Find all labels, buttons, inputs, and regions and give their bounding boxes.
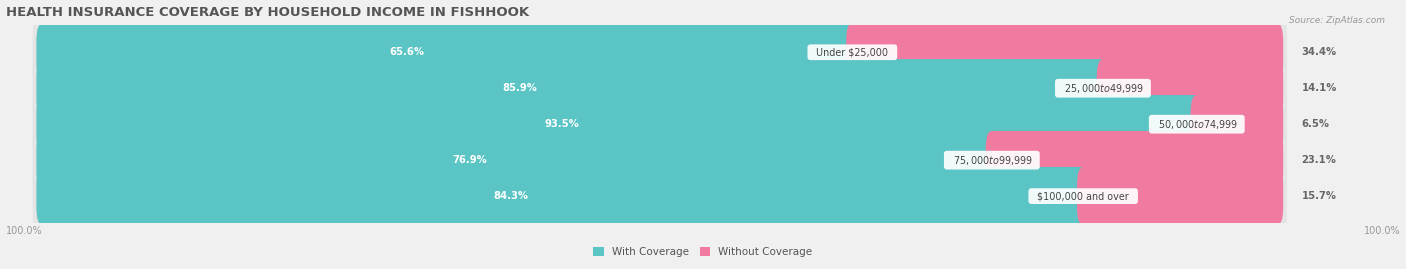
Text: 15.7%: 15.7% (1302, 191, 1337, 201)
Text: $75,000 to $99,999: $75,000 to $99,999 (946, 154, 1036, 167)
Text: 100.0%: 100.0% (1364, 226, 1400, 236)
Text: 65.6%: 65.6% (389, 47, 425, 57)
Text: 34.4%: 34.4% (1302, 47, 1337, 57)
Text: Source: ZipAtlas.com: Source: ZipAtlas.com (1289, 16, 1385, 25)
FancyBboxPatch shape (1077, 167, 1284, 225)
Text: 14.1%: 14.1% (1302, 83, 1337, 93)
FancyBboxPatch shape (32, 76, 1286, 172)
Text: 76.9%: 76.9% (453, 155, 486, 165)
Text: 85.9%: 85.9% (502, 83, 537, 93)
Legend: With Coverage, Without Coverage: With Coverage, Without Coverage (589, 243, 817, 261)
Text: $25,000 to $49,999: $25,000 to $49,999 (1057, 82, 1147, 95)
FancyBboxPatch shape (1191, 95, 1284, 153)
FancyBboxPatch shape (32, 5, 1286, 100)
FancyBboxPatch shape (37, 95, 1204, 153)
Text: 23.1%: 23.1% (1302, 155, 1337, 165)
FancyBboxPatch shape (846, 23, 1284, 82)
Text: $100,000 and over: $100,000 and over (1032, 191, 1135, 201)
FancyBboxPatch shape (37, 131, 998, 189)
Text: HEALTH INSURANCE COVERAGE BY HOUSEHOLD INCOME IN FISHHOOK: HEALTH INSURANCE COVERAGE BY HOUSEHOLD I… (6, 6, 529, 19)
FancyBboxPatch shape (37, 59, 1109, 117)
FancyBboxPatch shape (37, 167, 1090, 225)
Text: 93.5%: 93.5% (544, 119, 579, 129)
FancyBboxPatch shape (986, 131, 1284, 189)
FancyBboxPatch shape (32, 41, 1286, 136)
FancyBboxPatch shape (32, 112, 1286, 208)
Text: 84.3%: 84.3% (494, 191, 529, 201)
Text: 100.0%: 100.0% (6, 226, 42, 236)
FancyBboxPatch shape (37, 23, 859, 82)
FancyBboxPatch shape (1097, 59, 1284, 117)
FancyBboxPatch shape (32, 148, 1286, 244)
Text: $50,000 to $74,999: $50,000 to $74,999 (1152, 118, 1241, 131)
Text: Under $25,000: Under $25,000 (810, 47, 894, 57)
Text: 6.5%: 6.5% (1302, 119, 1330, 129)
